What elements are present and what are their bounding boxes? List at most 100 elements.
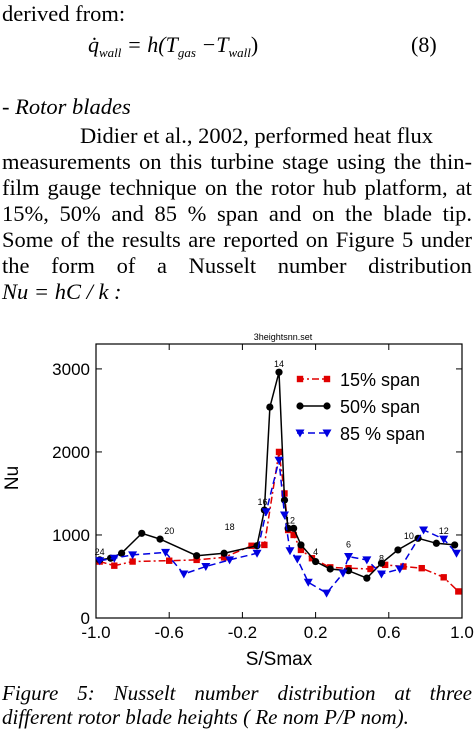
data-point: [225, 556, 235, 565]
x-axis-label: S/Smax: [246, 649, 313, 670]
x-tick-label: 1.0: [450, 623, 474, 642]
data-point: [363, 574, 371, 582]
legend-marker: [296, 402, 304, 410]
word: 15%,: [2, 201, 49, 226]
word: on: [138, 149, 162, 174]
caption-line-2: different rotor blade heights ( Re nom P…: [2, 705, 409, 729]
word: of: [60, 227, 80, 252]
chart-title: 3heightsnn.set: [254, 332, 313, 342]
data-point: [418, 564, 425, 572]
data-point: [128, 551, 138, 560]
legend-item: 15% span: [296, 370, 420, 390]
data-point: [344, 567, 353, 575]
data-point: [109, 554, 119, 563]
data-point: [377, 559, 386, 567]
data-point: [161, 548, 171, 557]
point-label: 16: [258, 497, 268, 507]
data-point: [297, 546, 305, 554]
word: 50%: [59, 201, 101, 226]
data-point: [432, 539, 440, 547]
data-point: [455, 588, 462, 595]
data-point: [376, 570, 386, 579]
legend-marker: [296, 375, 304, 383]
data-point: [394, 546, 402, 554]
word: blade: [383, 201, 432, 226]
word: number: [277, 253, 347, 278]
y-tick-label: 0: [81, 609, 90, 628]
point-label: 14: [274, 359, 284, 369]
data-point: [290, 531, 297, 539]
nusselt-chart: 3heightsnn.set -1.0 -0.6 -0.2 0.2 0.6 1.0 0 100…: [2, 332, 474, 670]
word: tip.: [442, 201, 472, 226]
data-point: [290, 524, 298, 532]
data-point: [166, 557, 173, 564]
x-tick-label: 0.6: [377, 623, 401, 642]
plot-frame: [95, 343, 463, 619]
point-label: 10: [404, 531, 414, 541]
series-group: [95, 368, 462, 598]
legend-marker: [323, 375, 331, 383]
data-point: [285, 547, 295, 556]
x-tick-label: -1.0: [81, 623, 110, 642]
data-point: [292, 555, 302, 564]
word: Figure: [335, 227, 395, 252]
data-point: [322, 589, 332, 598]
x-tick-label: 0.2: [304, 623, 328, 642]
word: gauge: [47, 175, 102, 200]
word: %: [187, 201, 207, 226]
equation-number: (8): [411, 32, 437, 57]
series-2: [95, 456, 462, 598]
legend-label: 85 % span: [340, 424, 425, 444]
word: rotor: [270, 175, 315, 200]
eq-h-tgas: = h(T: [126, 32, 178, 57]
word: thin-: [429, 149, 473, 174]
word: three: [429, 681, 472, 705]
word: reported: [223, 227, 299, 252]
paragraph-line-2: measurements on this turbine stage using the th…: [2, 148, 472, 175]
data-point: [156, 535, 164, 543]
data-point: [179, 570, 189, 579]
point-labels: 24 20 18 16 14 12 4 6 8 10 12: [95, 359, 449, 563]
word: turbine: [210, 149, 275, 174]
point-label: 24: [95, 547, 105, 557]
data-point: [312, 557, 320, 566]
point-label: 20: [164, 526, 174, 536]
data-point: [440, 574, 447, 581]
y-axis-label: Nu: [2, 466, 23, 490]
data-point: [193, 552, 201, 560]
caption-line-1: Figure 5: Nusselt number distribution at three: [2, 681, 472, 706]
legend-marker: [323, 402, 331, 410]
legend-marker: [295, 429, 305, 438]
data-point: [395, 565, 405, 574]
nusselt-formula: Nu = hC / k :: [2, 279, 122, 304]
data-point: [129, 558, 136, 565]
word: platform,: [364, 175, 448, 200]
section-heading: - Rotor blades: [2, 94, 131, 119]
data-point: [248, 542, 255, 549]
word: of: [116, 253, 136, 278]
word: hub: [322, 175, 357, 200]
legend-label: 50% span: [340, 397, 420, 417]
word: on: [305, 227, 329, 252]
word: and: [111, 201, 144, 226]
legend-marker: [322, 429, 332, 438]
word: at: [394, 681, 411, 705]
paragraph-line-5: Some of the results are reported on Figure 5 unde…: [2, 226, 472, 253]
word: the: [235, 175, 263, 200]
word: on: [204, 175, 228, 200]
word: are: [188, 227, 216, 252]
word: stage: [282, 149, 329, 174]
paragraph-line-6: the form of a Nusselt number distribution: [2, 252, 472, 279]
data-point: [367, 565, 374, 573]
point-label: 6: [346, 539, 351, 549]
word: span: [217, 201, 259, 226]
eq-q-dot: q̇: [88, 32, 99, 57]
series-0: [96, 448, 462, 595]
word: number: [194, 681, 259, 705]
data-point: [381, 561, 389, 569]
point-label: 4: [313, 547, 318, 557]
data-point: [303, 578, 313, 587]
word: Some: [2, 227, 54, 252]
series-line: [99, 460, 458, 595]
paragraph-line-1: Didier et al., 2002, performed heat flux: [80, 123, 434, 148]
